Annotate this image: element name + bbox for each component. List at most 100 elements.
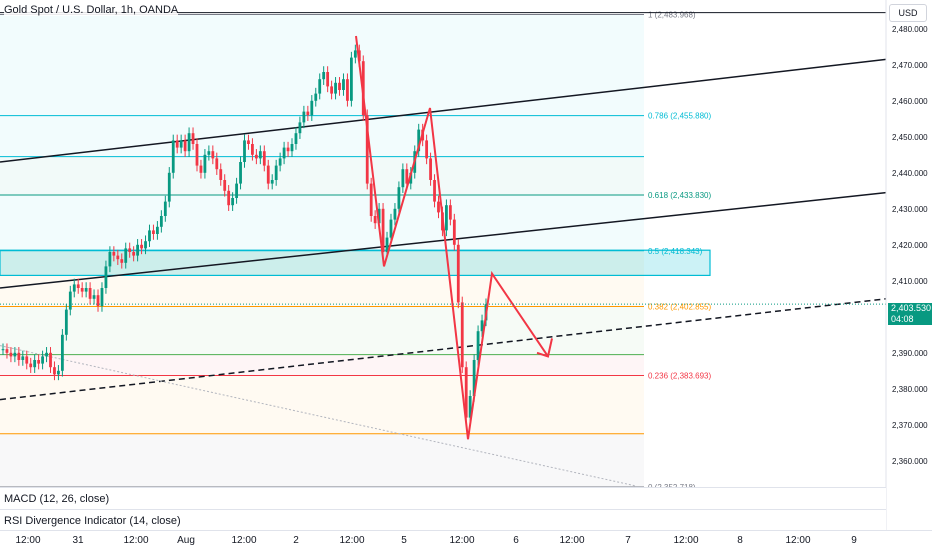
time-tick: 8 (737, 535, 743, 546)
candle-body (464, 367, 468, 418)
candle-body (239, 162, 242, 184)
candle-body (215, 158, 219, 170)
candle-body (393, 208, 397, 220)
fib-label-7: 0.236 (2,383.693) (648, 372, 711, 381)
fib-fill-8 (0, 433, 644, 488)
fib-fill-3 (0, 195, 644, 251)
candle-body (152, 230, 155, 234)
candle-body (373, 216, 377, 224)
time-axis[interactable]: 12:00 31 12:00 Aug 12:00 2 12:00 5 12:00 6 12:00 7 1… (0, 530, 932, 551)
candle-body (187, 133, 191, 152)
time-tick: 9 (851, 535, 857, 546)
candle-body (286, 147, 290, 152)
candle-body (76, 284, 80, 288)
candle-body (116, 255, 120, 260)
candle-body (72, 284, 76, 292)
candle-body (223, 180, 227, 191)
candle-body (262, 151, 266, 166)
candle-body (330, 86, 333, 94)
candle-body (282, 147, 286, 159)
candle-body (338, 82, 341, 90)
candle-body (353, 50, 357, 58)
candle-body (183, 140, 187, 152)
candle-body (37, 360, 41, 364)
price-tick-label: 2,390.000 (892, 349, 928, 358)
candle-body (437, 201, 440, 213)
candle-body (302, 111, 306, 123)
candle-body (207, 151, 211, 155)
price-tick-label: 2,470.000 (892, 61, 928, 70)
price-tick-label: 2,410.000 (892, 277, 928, 286)
candle-body (144, 241, 147, 249)
candle-body (175, 140, 179, 148)
fib-fill-7 (0, 375, 644, 434)
macd-pane[interactable]: MACD (12, 26, close) (0, 487, 886, 509)
candle-body (456, 244, 460, 303)
candle-body (243, 140, 246, 162)
candle-body (274, 165, 278, 180)
candle-body (128, 248, 132, 252)
fib-label-1: 0.786 (2,455.880) (648, 112, 711, 121)
candle-body (425, 140, 429, 159)
channel-upper-line (0, 58, 887, 163)
candle-body (476, 331, 480, 360)
candle-body (294, 133, 298, 144)
time-tick: 12:00 (339, 535, 365, 546)
fib-label-3: 0.618 (2,433.830) (648, 191, 711, 200)
candle-body (33, 360, 37, 368)
time-tick: 12:00 (673, 535, 699, 546)
time-tick: 12:00 (785, 535, 811, 546)
candle-body (140, 244, 143, 249)
rsi-pane[interactable]: RSI Divergence Indicator (14, close) (0, 509, 886, 531)
candle-body (167, 172, 171, 202)
candle-body (156, 226, 159, 234)
time-tick: Aug (177, 535, 195, 546)
candle-body (409, 172, 413, 184)
time-tick: 12:00 (449, 535, 475, 546)
candle-body (29, 363, 33, 368)
candle-body (381, 208, 385, 252)
price-tick-label: 2,440.000 (892, 169, 928, 178)
candle-body (25, 356, 29, 364)
candle-body (13, 352, 17, 357)
candle-body (314, 93, 318, 101)
candle-body (219, 169, 223, 180)
candle-body (199, 165, 203, 173)
price-tick-label: 2,370.000 (892, 421, 928, 430)
candle-body (251, 144, 254, 155)
candle-body (397, 187, 401, 209)
currency-button[interactable]: USD (889, 4, 927, 22)
candle-body (310, 100, 314, 116)
candle-body (365, 115, 369, 184)
candle-body (92, 295, 96, 299)
candle-body (1, 349, 5, 351)
candle-body (132, 252, 136, 256)
price-tick-label: 2,380.000 (892, 385, 928, 394)
candle-body (346, 79, 349, 101)
candle-body (9, 352, 13, 357)
candle-body (191, 133, 195, 144)
fib-label-5: 0.382 (2,402.855) (648, 303, 711, 312)
candle-body (49, 352, 52, 368)
candle-body (17, 352, 21, 360)
candle-body (227, 190, 231, 206)
candle-body (468, 396, 472, 418)
projection-arrowhead (536, 338, 553, 358)
dashed-trendline (0, 298, 887, 401)
candle-body (377, 208, 381, 224)
candle-body (429, 158, 432, 180)
time-tick: 7 (625, 535, 631, 546)
candle-body (452, 219, 456, 245)
candle-body (203, 154, 207, 173)
candle-body (290, 144, 294, 152)
candle-body (349, 57, 353, 101)
candle-body (322, 72, 326, 80)
candle-body (104, 266, 108, 288)
candle-body (211, 151, 215, 159)
price-tick-label: 2,460.000 (892, 97, 928, 106)
candle-body (80, 288, 84, 292)
candle-body (480, 320, 484, 332)
time-tick: 12:00 (231, 535, 257, 546)
candle-body (136, 244, 140, 256)
